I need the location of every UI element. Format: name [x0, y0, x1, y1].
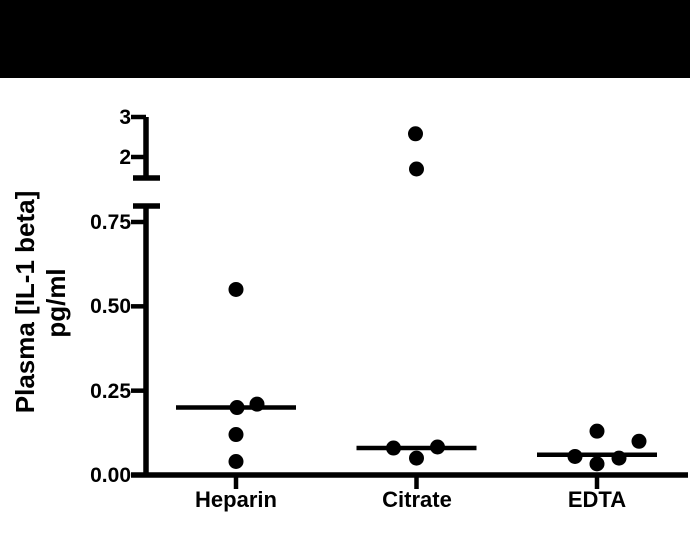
data-point: [228, 427, 244, 443]
x-category-label-heparin: Heparin: [195, 487, 277, 512]
y-tick-label-0-75: 0.75: [90, 211, 131, 234]
y-tick-label-2: 2: [119, 146, 131, 169]
data-point: [611, 450, 627, 466]
data-point: [430, 439, 445, 455]
data-point: [228, 281, 244, 297]
y-tick-label-0-50: 0.50: [90, 295, 131, 318]
y-tick-label-0-25: 0.25: [90, 380, 131, 403]
data-point: [409, 450, 424, 466]
plot-geometry: [131, 114, 688, 489]
data-point: [386, 440, 401, 456]
y-tick-label-0-00: 0.00: [90, 464, 131, 487]
data-point: [228, 454, 244, 470]
x-category-label-citrate: Citrate: [382, 487, 452, 512]
data-point: [249, 396, 265, 412]
data-point: [567, 448, 583, 464]
data-point: [408, 126, 423, 142]
top-black-band: [0, 0, 690, 78]
data-point: [631, 433, 647, 449]
x-category-label-edta: EDTA: [568, 487, 626, 512]
y-tick-label-3: 3: [119, 106, 131, 129]
data-point: [589, 456, 605, 472]
data-point: [589, 423, 605, 439]
data-point: [229, 400, 245, 416]
data-point: [409, 161, 424, 177]
y-axis-title-line2: pg/ml: [41, 268, 71, 337]
y-axis-title-line1: Plasma [IL-1 beta]: [10, 191, 40, 414]
